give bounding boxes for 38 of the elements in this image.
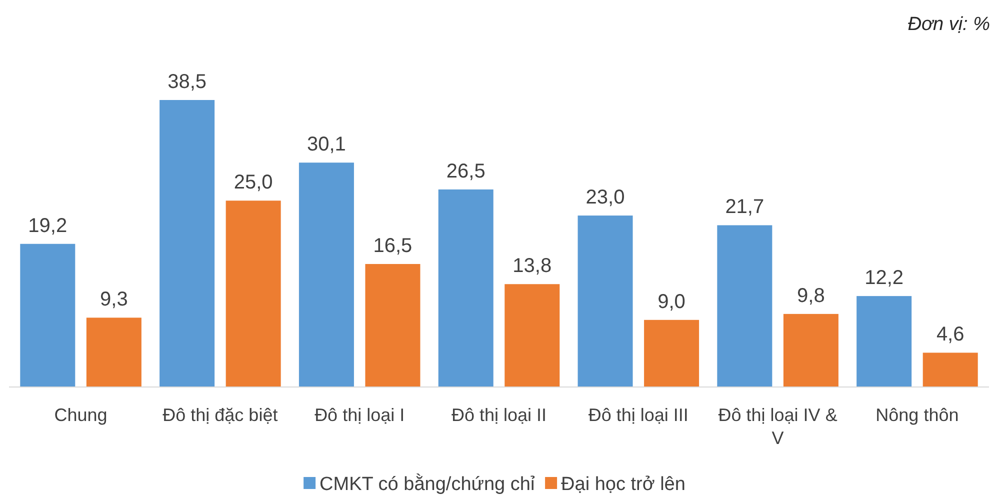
data-label: 4,6 xyxy=(936,324,964,346)
bar xyxy=(20,244,76,387)
data-label: 9,0 xyxy=(658,290,686,313)
data-label: 30,1 xyxy=(306,134,346,156)
x-tick-label: Đô thị loại I xyxy=(314,405,405,425)
bar xyxy=(717,225,772,387)
legend-label: CMKT có bằng/chứng chỉ xyxy=(320,473,536,495)
data-label: 19,2 xyxy=(28,214,68,237)
data-label: 16,5 xyxy=(373,235,412,257)
x-tick-label: Chung xyxy=(54,405,108,425)
bar xyxy=(298,162,354,387)
data-label: 9,3 xyxy=(100,288,128,311)
bar xyxy=(160,100,215,387)
text: Đơn vị: % xyxy=(908,14,990,35)
data-label: 21,7 xyxy=(725,196,764,218)
x-tick-label: Đô thị loại IV & V xyxy=(718,405,838,448)
bar xyxy=(365,264,420,387)
bar xyxy=(438,189,494,387)
data-label: 23,0 xyxy=(586,186,625,209)
data-label: 26,5 xyxy=(446,160,486,182)
data-label: 9,8 xyxy=(797,284,825,307)
bar xyxy=(86,318,142,387)
bar xyxy=(856,296,912,387)
x-tick-label: Nông thôn xyxy=(876,405,959,425)
bar xyxy=(578,216,633,387)
data-label: 13,8 xyxy=(512,255,552,278)
x-tick-label: Đô thị loại II xyxy=(451,405,547,425)
bar xyxy=(644,320,700,387)
legend-label: Đại học trở lên xyxy=(561,474,686,495)
data-label: 12,2 xyxy=(864,267,904,290)
bar xyxy=(504,284,560,387)
data-label: 25,0 xyxy=(234,172,273,194)
bar xyxy=(783,314,838,387)
x-tick-label: Đô thị đặc biệt xyxy=(162,405,278,425)
bar xyxy=(226,200,281,387)
data-label: 38,5 xyxy=(168,71,207,93)
x-tick-label: Đô thị loại III xyxy=(588,405,688,425)
bar xyxy=(922,352,978,387)
